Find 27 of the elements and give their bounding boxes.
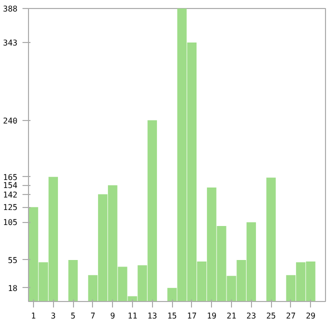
x-tick-label: 11 bbox=[128, 312, 138, 320]
y-tick-label: 343 bbox=[3, 38, 18, 48]
x-tick-label: 7 bbox=[90, 312, 96, 320]
y-tick-label: 125 bbox=[3, 203, 18, 212]
x-tick-label: 19 bbox=[206, 312, 217, 320]
y-tick-label: 55 bbox=[8, 256, 18, 265]
x-tick-label: 17 bbox=[187, 312, 197, 320]
y-tick-label: 18 bbox=[8, 284, 18, 293]
y-tick-label: 388 bbox=[3, 4, 18, 14]
x-tick-label: 9 bbox=[110, 312, 116, 320]
x-tick-label: 25 bbox=[266, 312, 276, 320]
x-tick-label: 3 bbox=[50, 312, 56, 320]
x-tick-label: 13 bbox=[147, 312, 158, 320]
x-tick-label: 23 bbox=[246, 312, 256, 320]
bar bbox=[68, 260, 78, 302]
y-tick-label: 142 bbox=[3, 190, 18, 200]
x-tick-label: 1 bbox=[31, 312, 36, 320]
x-tick-label: 21 bbox=[226, 312, 236, 320]
bar bbox=[266, 178, 276, 302]
x-tick-label: 27 bbox=[286, 312, 296, 320]
y-tick-label: 154 bbox=[3, 181, 18, 190]
x-tick-label: 29 bbox=[306, 312, 316, 320]
x-tick-label: 5 bbox=[70, 312, 76, 320]
y-tick-label: 105 bbox=[3, 218, 18, 228]
y-tick-label: 240 bbox=[3, 116, 18, 126]
y-tick-label: 165 bbox=[3, 172, 18, 182]
x-tick-label: 15 bbox=[167, 312, 178, 320]
